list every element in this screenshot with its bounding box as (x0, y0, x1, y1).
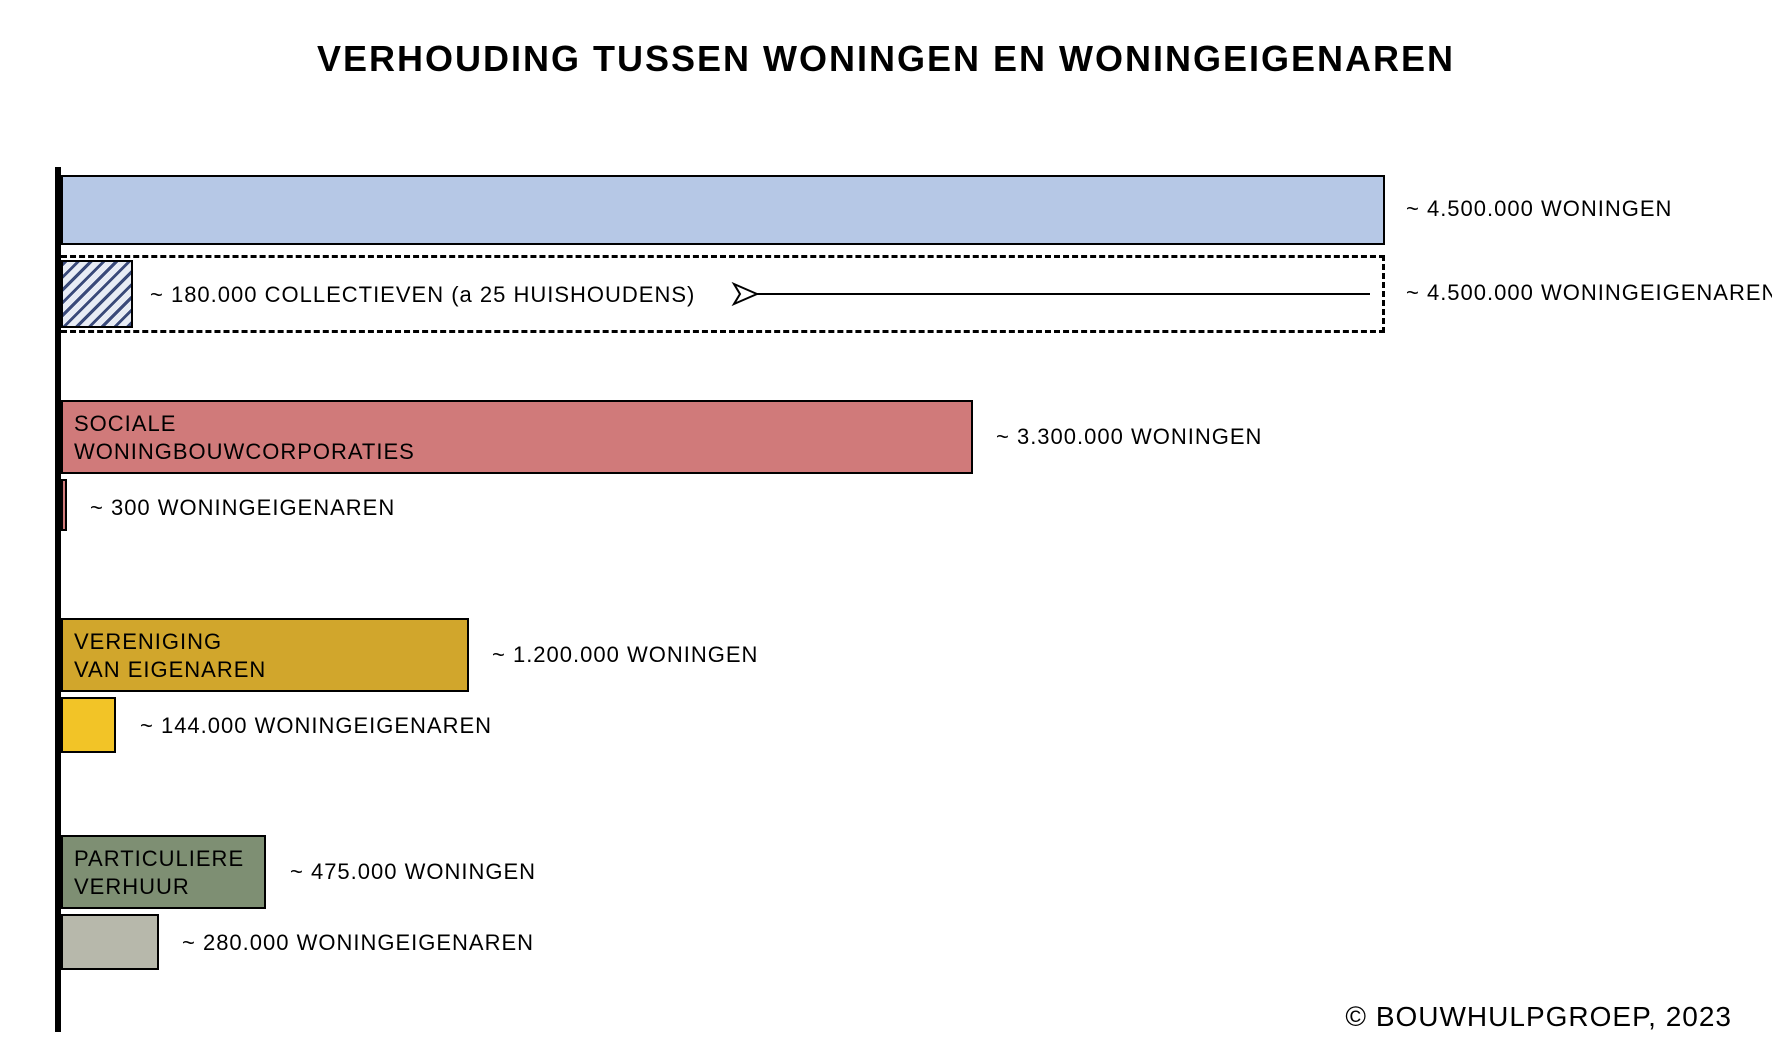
bar-sociaal-eigenaren (61, 479, 67, 531)
chart-stage: VERHOUDING TUSSEN WONINGEN EN WONINGEIGE… (0, 0, 1772, 1063)
label-particulier-woningen: ~ 475.000 WONINGEN (290, 859, 536, 885)
label-koop-eigenaren: ~ 4.500.000 WONINGEIGENAREN (1406, 280, 1772, 306)
arrow-collectieven-line (750, 293, 1370, 295)
bar-particulier-eigenaren (61, 914, 159, 970)
label-vve-eigenaren: ~ 144.000 WONINGEIGENAREN (140, 713, 492, 739)
label-koop-collectieven: ~ 180.000 COLLECTIEVEN (a 25 HUISHOUDENS… (150, 282, 695, 308)
credit-text: © BOUWHULPGROEP, 2023 (1345, 1001, 1732, 1033)
label-particulier-inside: PARTICULIERE VERHUUR (74, 845, 244, 900)
arrow-collectieven-head-icon (730, 281, 756, 307)
bar-koop-woningen (61, 175, 1385, 245)
chart-title: VERHOUDING TUSSEN WONINGEN EN WONINGEIGE… (0, 38, 1772, 80)
bar-koop-collectieven (61, 260, 133, 328)
label-vve-inside: VERENIGING VAN EIGENAREN (74, 628, 266, 683)
label-sociaal-eigenaren: ~ 300 WONINGEIGENAREN (90, 495, 395, 521)
label-vve-woningen: ~ 1.200.000 WONINGEN (492, 642, 758, 668)
label-sociaal-woningen: ~ 3.300.000 WONINGEN (996, 424, 1262, 450)
label-koop-woningen: ~ 4.500.000 WONINGEN (1406, 196, 1672, 222)
label-particulier-eigenaren: ~ 280.000 WONINGEIGENAREN (182, 930, 534, 956)
label-sociaal-inside: SOCIALE WONINGBOUWCORPORATIES (74, 410, 415, 465)
bar-vve-eigenaren (61, 697, 116, 753)
